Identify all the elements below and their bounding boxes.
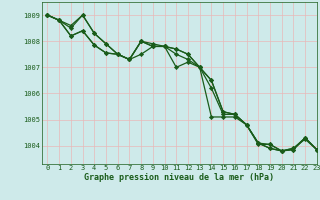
X-axis label: Graphe pression niveau de la mer (hPa): Graphe pression niveau de la mer (hPa) — [84, 173, 274, 182]
